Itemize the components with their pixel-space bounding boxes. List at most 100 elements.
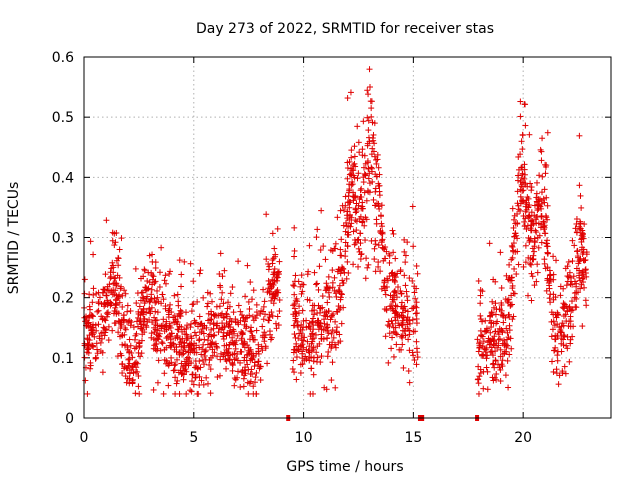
data-point <box>362 160 369 167</box>
data-point <box>221 349 228 356</box>
data-point <box>161 356 168 363</box>
data-point <box>259 323 266 330</box>
data-point <box>183 368 190 375</box>
data-point <box>310 346 317 353</box>
data-point <box>245 347 252 354</box>
data-point <box>119 303 126 310</box>
data-point <box>475 390 482 397</box>
data-point <box>301 357 308 364</box>
data-point <box>509 205 516 212</box>
data-point <box>346 216 353 223</box>
data-point <box>528 297 535 304</box>
data-points <box>81 66 590 421</box>
data-point <box>103 292 110 299</box>
data-point <box>579 323 586 330</box>
data-point <box>491 364 498 371</box>
data-point <box>404 314 411 321</box>
data-point <box>99 369 106 376</box>
data-point <box>541 186 548 193</box>
data-point <box>105 337 112 344</box>
data-point <box>86 303 93 310</box>
data-point <box>296 303 303 310</box>
data-point <box>386 330 393 337</box>
data-point <box>178 271 185 278</box>
data-point <box>133 330 140 337</box>
data-point <box>213 303 220 310</box>
data-point <box>122 290 129 297</box>
data-point <box>577 226 584 233</box>
data-point <box>534 261 541 268</box>
data-point <box>337 246 344 253</box>
data-point <box>202 347 209 354</box>
data-point <box>333 308 340 315</box>
data-point <box>273 274 280 281</box>
data-point <box>522 259 529 266</box>
data-point <box>369 145 376 152</box>
data-point <box>509 285 516 292</box>
data-point <box>109 291 116 298</box>
data-point <box>124 308 131 315</box>
data-point <box>276 308 283 315</box>
data-point <box>496 306 503 313</box>
data-point <box>510 216 517 223</box>
data-point <box>291 346 298 353</box>
data-point <box>388 345 395 352</box>
data-point <box>488 324 495 331</box>
data-point <box>334 214 341 221</box>
data-point <box>333 324 340 331</box>
data-point <box>290 349 297 356</box>
data-point <box>247 357 254 364</box>
data-point <box>120 317 127 324</box>
data-point <box>183 390 190 397</box>
data-point <box>367 84 374 91</box>
data-point <box>520 213 527 220</box>
data-point <box>291 224 298 231</box>
data-point <box>489 298 496 305</box>
data-point <box>546 282 553 289</box>
data-point <box>266 288 273 295</box>
data-point <box>515 202 522 209</box>
data-point <box>362 275 369 282</box>
data-point <box>487 329 494 336</box>
data-point <box>394 270 401 277</box>
data-point <box>115 310 122 317</box>
data-point <box>159 291 166 298</box>
data-point <box>167 324 174 331</box>
data-point <box>555 381 562 388</box>
data-point <box>563 282 570 289</box>
data-point <box>390 249 397 256</box>
data-point <box>361 189 368 196</box>
data-point <box>404 239 411 246</box>
data-point <box>344 95 351 102</box>
data-point <box>544 216 551 223</box>
data-point <box>522 122 529 129</box>
data-point <box>404 325 411 332</box>
data-point <box>359 205 366 212</box>
data-point <box>374 156 381 163</box>
data-point <box>116 246 123 253</box>
data-point <box>215 329 222 336</box>
data-point <box>371 245 378 252</box>
data-point <box>348 220 355 227</box>
data-point <box>574 247 581 254</box>
data-point <box>211 349 218 356</box>
data-point <box>193 332 200 339</box>
data-point <box>95 321 102 328</box>
data-point <box>514 235 521 242</box>
data-point <box>406 331 413 338</box>
data-point <box>357 187 364 194</box>
data-point <box>198 320 205 327</box>
data-point <box>89 312 96 319</box>
data-point <box>171 319 178 326</box>
data-point <box>223 342 230 349</box>
data-point <box>244 361 251 368</box>
data-point <box>253 327 260 334</box>
data-point <box>579 230 586 237</box>
data-point <box>577 218 584 225</box>
data-point <box>347 223 354 230</box>
data-point <box>389 296 396 303</box>
data-point <box>575 254 582 261</box>
data-point <box>207 390 214 397</box>
data-point <box>223 332 230 339</box>
data-point <box>196 270 203 277</box>
